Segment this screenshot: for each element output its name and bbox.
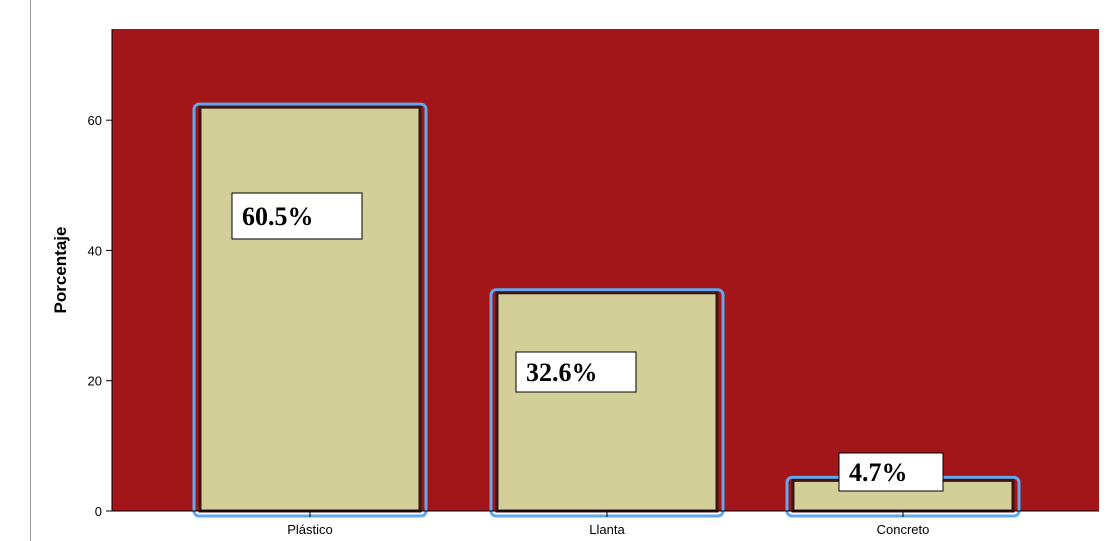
y-ticks-group: 0 20 40 60: [88, 113, 112, 519]
x-tick-label: Concreto: [877, 522, 930, 537]
data-label: 4.7%: [849, 458, 908, 487]
left-border-line: [30, 0, 31, 541]
y-axis-title: Porcentaje: [51, 227, 70, 314]
axes-group: [111, 29, 1099, 512]
y-tick-label: 20: [88, 374, 102, 389]
data-label-box: [231, 192, 363, 240]
data-label-box: [838, 452, 944, 492]
x-ticks-group: Plástico Llanta Concreto: [287, 511, 929, 537]
x-tick-label: Llanta: [589, 522, 625, 537]
bars-group: [192, 102, 1021, 518]
y-tick-label: 0: [95, 504, 102, 519]
data-label: 32.6%: [526, 358, 598, 387]
data-labels-group: 60.5% 32.6% 4.7%: [231, 192, 944, 492]
bar-plástico[interactable]: [198, 105, 422, 513]
data-label: 60.5%: [242, 202, 314, 231]
x-tick-label: Plástico: [287, 522, 333, 537]
data-label-box: [515, 351, 637, 393]
bar-llanta[interactable]: [495, 291, 719, 513]
y-tick-label: 40: [88, 243, 102, 258]
y-tick-label: 60: [88, 113, 102, 128]
